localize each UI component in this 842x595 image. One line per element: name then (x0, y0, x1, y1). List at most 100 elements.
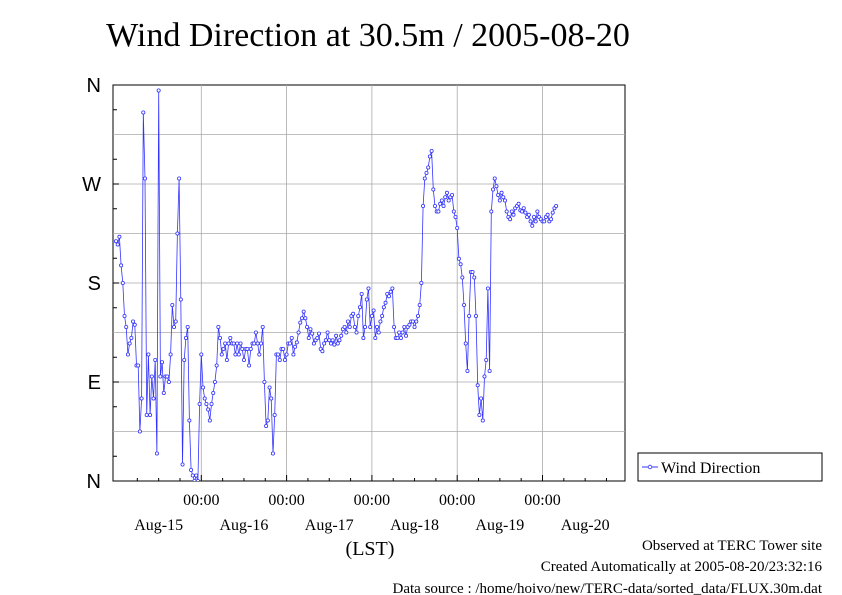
data-point (120, 280, 125, 285)
data-point (132, 322, 137, 327)
data-point (311, 341, 316, 346)
data-point (560, 0, 563, 2)
data-point (531, 214, 536, 219)
data-point (267, 385, 272, 390)
data-point (265, 418, 270, 423)
data-point (327, 338, 332, 343)
data-point (516, 201, 521, 206)
data-point (175, 231, 180, 236)
data-point (508, 217, 513, 222)
data-point (347, 324, 352, 329)
data-point (296, 330, 301, 335)
data-point (166, 379, 171, 384)
data-point (199, 352, 204, 357)
data-point (161, 390, 166, 395)
data-point (269, 396, 274, 401)
data-point (402, 324, 407, 329)
data-point (573, 0, 576, 2)
data-point (363, 324, 368, 329)
data-point (441, 203, 446, 208)
data-point (460, 275, 465, 280)
data-point (334, 333, 339, 338)
data-point (154, 451, 159, 456)
data-point (523, 210, 528, 215)
data-point (119, 263, 124, 268)
data-point (463, 341, 468, 346)
data-point (214, 363, 219, 368)
data-point (245, 346, 250, 351)
data-point (182, 357, 187, 362)
data-point (491, 187, 496, 192)
data-point (556, 0, 559, 2)
data-point (160, 360, 165, 365)
data-point (607, 0, 610, 2)
data-point (257, 352, 262, 357)
data-point (398, 335, 403, 340)
data-point (504, 209, 509, 214)
data-point (223, 341, 228, 346)
data-point (293, 344, 298, 349)
data-point (328, 341, 333, 346)
data-point (381, 305, 386, 310)
data-point (139, 396, 144, 401)
data-point (497, 198, 502, 203)
data-point (592, 0, 595, 2)
data-point (190, 473, 195, 478)
data-point (584, 0, 587, 2)
data-point (228, 335, 233, 340)
data-point (330, 338, 335, 343)
data-point (410, 319, 415, 324)
data-point (369, 313, 374, 318)
data-point (224, 357, 229, 362)
data-point (151, 396, 156, 401)
data-point (226, 341, 231, 346)
y-tick-label: N (87, 75, 101, 97)
data-point (609, 0, 612, 2)
data-point (357, 305, 362, 310)
footer-data-source: Data source : /home/hoivo/new/TERC-data/… (393, 581, 823, 595)
data-point (597, 0, 600, 2)
data-point (144, 412, 149, 417)
data-point (178, 297, 183, 302)
data-point (247, 363, 252, 368)
data-point (585, 0, 588, 2)
data-point (431, 187, 436, 192)
data-point (306, 335, 311, 340)
data-point (473, 313, 478, 318)
y-tick-label: E (88, 372, 101, 394)
data-point (272, 412, 277, 417)
data-point (315, 335, 320, 340)
data-point (595, 0, 598, 2)
data-point (136, 363, 141, 368)
data-point (492, 176, 497, 181)
data-point (458, 262, 463, 267)
data-point (373, 335, 378, 340)
data-point (549, 217, 554, 222)
data-point (335, 341, 340, 346)
data-point (613, 0, 616, 2)
data-point (422, 176, 427, 181)
data-point (168, 352, 173, 357)
data-point (183, 335, 188, 340)
data-point (465, 368, 470, 373)
data-point (521, 206, 526, 211)
data-point (320, 349, 325, 354)
data-point (354, 330, 359, 335)
data-point (344, 330, 349, 335)
data-point (545, 212, 550, 217)
data-point (568, 0, 571, 2)
legend: Wind Direction (637, 452, 823, 482)
data-point (305, 324, 310, 329)
data-point (375, 324, 380, 329)
x-tick-date-label: Aug-15 (134, 517, 183, 534)
data-point (149, 374, 154, 379)
data-point (563, 0, 566, 2)
data-point (282, 357, 287, 362)
y-tick-label: S (88, 273, 101, 295)
data-point (580, 0, 583, 2)
data-point (626, 0, 629, 2)
data-point (594, 0, 597, 2)
data-point (137, 429, 142, 434)
data-point (582, 0, 585, 2)
data-point (240, 346, 245, 351)
